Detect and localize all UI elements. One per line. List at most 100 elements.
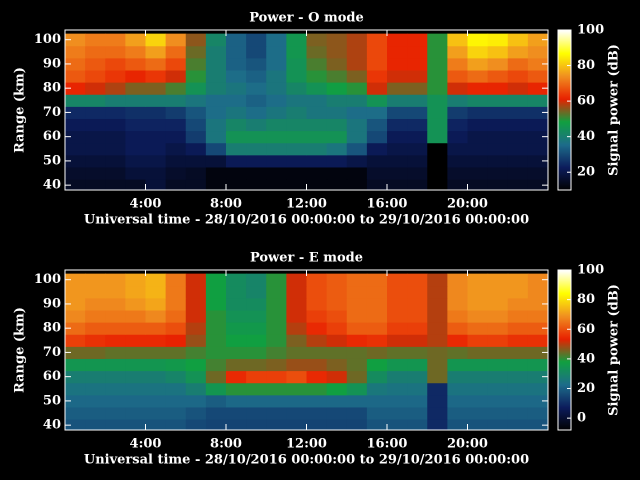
colorbar-swatch (558, 304, 571, 307)
heatmap-cell (65, 406, 86, 420)
heatmap-cell (185, 322, 207, 335)
heatmap-cell (266, 130, 287, 144)
colorbar-swatch (558, 38, 571, 41)
heatmap-cell (105, 106, 126, 119)
heatmap-cell (185, 406, 207, 420)
heatmap-cell (326, 142, 348, 156)
heatmap-cell (145, 346, 167, 359)
heatmap-cell (85, 346, 106, 359)
colorbar-swatch (558, 70, 571, 73)
heatmap-cell (65, 419, 86, 430)
colorbar-swatch (558, 406, 571, 409)
heatmap-cell (246, 118, 267, 132)
heatmap-cell (185, 285, 207, 299)
colorbar-swatch (558, 156, 571, 159)
heatmap-cell (85, 130, 106, 144)
heatmap-cell (266, 273, 287, 287)
heatmap-cell (427, 419, 448, 430)
heatmap-cell (527, 419, 548, 430)
heatmap-cell (85, 33, 106, 47)
heatmap-cell (427, 70, 448, 83)
heatmap-cell (387, 57, 408, 71)
heatmap-cell (346, 166, 368, 180)
heatmap-cell (527, 382, 548, 396)
heatmap-cell (346, 297, 368, 311)
heatmap-cell (407, 154, 428, 168)
heatmap-cell (366, 118, 388, 132)
heatmap-cell (246, 33, 267, 47)
heatmap-cell (306, 358, 328, 372)
heatmap-cell (286, 285, 307, 299)
heatmap-cell (145, 322, 167, 335)
heatmap-cell (266, 166, 287, 180)
heatmap-cell (487, 419, 509, 430)
heatmap-cell (246, 94, 267, 107)
colorbar-swatch (558, 370, 571, 373)
heatmap-cell (205, 334, 227, 347)
heatmap-cell (125, 382, 146, 396)
heatmap-cell (507, 45, 529, 59)
heatmap-cell (507, 346, 529, 359)
heatmap-cell (366, 106, 388, 119)
heatmap-cell (366, 322, 388, 335)
heatmap-cell (427, 394, 448, 408)
heatmap-cell (467, 358, 489, 372)
heatmap-cell (226, 94, 247, 107)
heatmap-cell (387, 166, 408, 180)
heatmap-cell (407, 394, 428, 408)
heatmap-cell (427, 297, 448, 311)
heatmap-cell (185, 310, 207, 323)
heatmap-cell (487, 285, 509, 299)
heatmap-cell (527, 179, 548, 190)
heatmap-cell (366, 179, 388, 190)
heatmap-cell (366, 33, 388, 47)
heatmap-cell (165, 106, 187, 119)
colorbar-swatch (558, 128, 571, 131)
y-tick-label: 40 (43, 418, 61, 433)
colorbar-swatch (558, 106, 571, 109)
colorbar-swatch (558, 96, 571, 99)
y-axis-title: Range (km) (13, 307, 28, 393)
heatmap-cell (125, 346, 146, 359)
colorbar-swatch (558, 354, 571, 357)
heatmap-cell (487, 297, 509, 311)
heatmap-cell (185, 45, 207, 59)
heatmap-cell (366, 310, 388, 323)
chart-title: Power - E mode (250, 251, 363, 266)
heatmap-cell (85, 57, 106, 71)
heatmap-cell (145, 106, 167, 119)
heatmap-cell (306, 297, 328, 311)
y-tick-label: 50 (43, 153, 61, 168)
heatmap-cell (447, 70, 468, 83)
heatmap-cell (286, 94, 307, 107)
heatmap-cell (507, 130, 529, 144)
colorbar-swatch (558, 188, 571, 191)
colorbar-swatch (558, 410, 571, 413)
heatmap-cell (467, 382, 489, 396)
heatmap-cell (205, 106, 227, 119)
heatmap-cell (447, 358, 468, 372)
y-tick-label: 90 (43, 296, 61, 311)
heatmap-cell (346, 370, 368, 384)
heatmap-cell (85, 382, 106, 396)
heatmap-cell (246, 106, 267, 119)
heatmap-cell (286, 70, 307, 83)
heatmap-cell (85, 142, 106, 156)
colorbar-swatch (558, 72, 571, 75)
heatmap-cell (246, 82, 267, 95)
heatmap-cell (507, 166, 529, 180)
colorbar-swatch (558, 338, 571, 341)
colorbar-swatch (558, 90, 571, 93)
colorbar-swatch (558, 332, 571, 335)
heatmap-cell (387, 118, 408, 132)
colorbar-swatch (558, 98, 571, 101)
heatmap-cell (105, 419, 126, 430)
heatmap-cell (125, 406, 146, 420)
heatmap-cell (447, 82, 468, 95)
heatmap-cell (346, 94, 368, 107)
heatmap-cell (346, 70, 368, 83)
heatmap-cell (85, 394, 106, 408)
heatmap-cell (507, 273, 529, 287)
colorbar-swatch (558, 380, 571, 383)
heatmap-cell (205, 297, 227, 311)
